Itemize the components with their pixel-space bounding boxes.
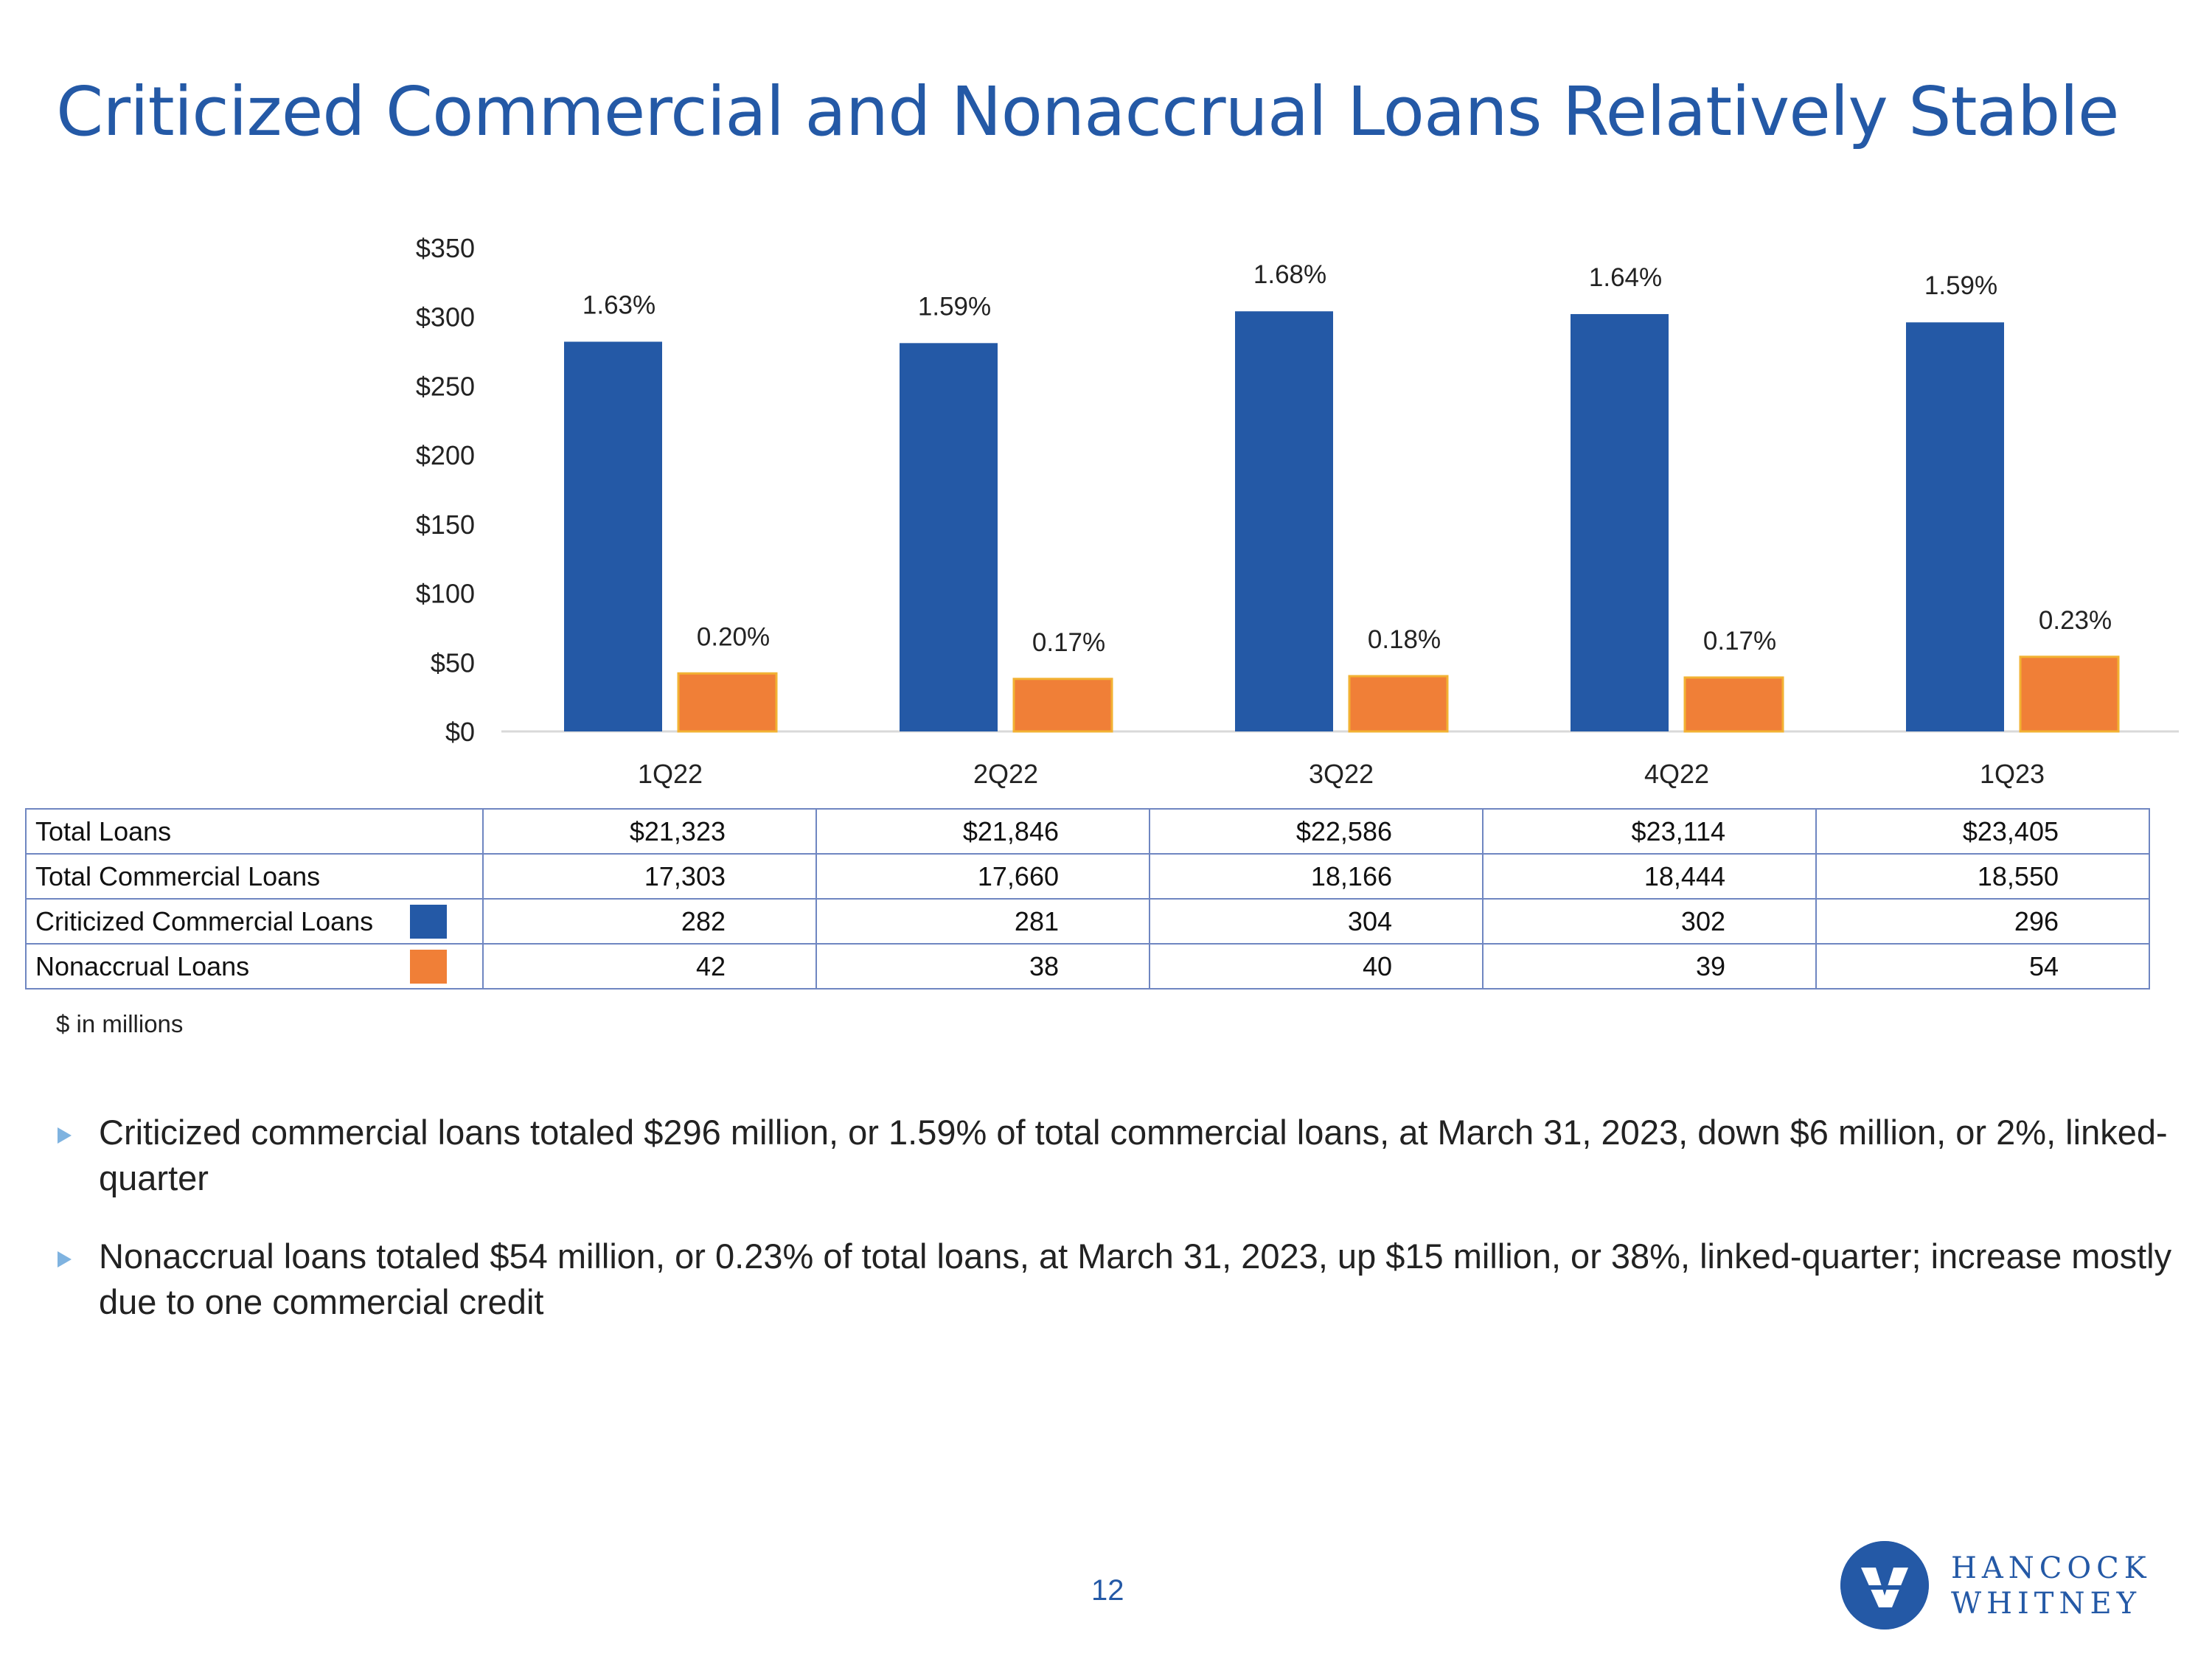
y-tick-label: $300 — [416, 302, 475, 333]
x-tick-label: 4Q22 — [1644, 759, 1709, 789]
nonaccrual-bar — [677, 672, 778, 733]
table-cell: 38 — [815, 943, 1150, 990]
triangle-bullet-icon — [58, 1127, 72, 1144]
loans-data-table: Total Loans $21,323 $21,846 $22,586 $23,… — [25, 808, 2150, 990]
data-label: 1.63% — [582, 291, 655, 319]
table-cell: 302 — [1482, 898, 1817, 945]
y-tick-label: $50 — [431, 647, 475, 678]
table-row-nonaccrual-loans: Nonaccrual Loans 42 38 40 39 54 — [25, 943, 2150, 990]
criticized-bar — [1906, 322, 2004, 731]
x-tick-label: 3Q22 — [1309, 759, 1374, 789]
bullet-text: Nonaccrual loans totaled $54 million, or… — [99, 1237, 2172, 1321]
table-row-criticized-commercial-loans: Criticized Commercial Loans 282 281 304 … — [25, 898, 2150, 945]
nonaccrual-bar — [1012, 678, 1113, 733]
table-cell: $21,846 — [815, 808, 1150, 855]
data-label: 0.18% — [1368, 625, 1441, 654]
table-cell: 281 — [815, 898, 1150, 945]
criticized-bar — [900, 343, 998, 732]
table-cell: 54 — [1815, 943, 2150, 990]
data-label: 1.68% — [1253, 260, 1326, 289]
nonaccrual-legend-swatch — [410, 950, 447, 984]
criticized-legend-swatch — [410, 905, 447, 939]
table-cell: 17,303 — [482, 853, 817, 900]
hancock-whitney-logo: HANCOCK WHITNEY — [1840, 1541, 2165, 1637]
x-tick-label: 1Q23 — [1980, 759, 2045, 789]
table-row-total-loans: Total Loans $21,323 $21,846 $22,586 $23,… — [25, 808, 2150, 855]
row-label-text: Criticized Commercial Loans — [35, 906, 374, 936]
table-cell: 296 — [1815, 898, 2150, 945]
y-tick-label: $150 — [416, 509, 475, 540]
bars: 1.63% 0.20% 1.59% 0.17% 1.68% 0.18% 1.64% 0.17%… — [564, 260, 2120, 733]
bullet-item: Nonaccrual loans totaled $54 million, or… — [56, 1234, 2194, 1325]
row-label-total-commercial-loans: Total Commercial Loans — [25, 853, 484, 900]
triangle-bullet-icon — [58, 1251, 72, 1267]
data-label: 1.59% — [918, 292, 991, 321]
data-label: 0.17% — [1703, 627, 1776, 655]
y-tick-label: $250 — [416, 371, 475, 401]
nonaccrual-bar — [1683, 676, 1784, 733]
table-cell: 40 — [1149, 943, 1484, 990]
data-label: 0.23% — [2039, 606, 2112, 635]
data-label: 1.59% — [1924, 271, 1997, 300]
data-label: 1.64% — [1589, 263, 1662, 292]
criticized-bar — [564, 341, 662, 731]
row-label-text: Nonaccrual Loans — [35, 951, 250, 981]
x-axis: 1Q22 2Q22 3Q22 4Q22 1Q23 — [638, 759, 2045, 789]
hw-logo-mark-icon — [1840, 1541, 1929, 1630]
page-number: 12 — [1091, 1574, 1124, 1607]
table-cell: 42 — [482, 943, 817, 990]
table-cell: $23,405 — [1815, 808, 2150, 855]
bullet-list: Criticized commercial loans totaled $296… — [56, 1110, 2194, 1357]
y-tick-label: $200 — [416, 440, 475, 470]
table-cell: 39 — [1482, 943, 1817, 990]
page-title: Criticized Commercial and Nonaccrual Loa… — [56, 72, 2119, 151]
table-cell: 18,444 — [1482, 853, 1817, 900]
criticized-bar — [1571, 313, 1669, 732]
table-cell: 18,166 — [1149, 853, 1484, 900]
row-label-nonaccrual-loans: Nonaccrual Loans — [25, 943, 484, 990]
x-tick-label: 1Q22 — [638, 759, 703, 789]
y-tick-label: $350 — [416, 233, 475, 263]
table-cell: 282 — [482, 898, 817, 945]
table-cell: $21,323 — [482, 808, 817, 855]
criticized-bar — [1235, 311, 1333, 731]
x-tick-label: 2Q22 — [973, 759, 1038, 789]
table-cell: 18,550 — [1815, 853, 2150, 900]
bullet-item: Criticized commercial loans totaled $296… — [56, 1110, 2194, 1201]
row-label-criticized-commercial-loans: Criticized Commercial Loans — [25, 898, 484, 945]
units-note: $ in millions — [56, 1010, 184, 1037]
loans-bar-chart: $0 $50 $100 $150 $200 $250 $300 $350 1.63% 0.20%… — [416, 233, 2179, 789]
data-label: 0.17% — [1032, 628, 1105, 657]
table-cell: $23,114 — [1482, 808, 1817, 855]
logo-text-line1: HANCOCK — [1951, 1551, 2152, 1585]
nonaccrual-bar — [1348, 675, 1449, 733]
data-label: 0.20% — [697, 622, 770, 651]
table-cell: $22,586 — [1149, 808, 1484, 855]
y-axis: $0 $50 $100 $150 $200 $250 $300 $350 — [416, 233, 475, 747]
bullet-text: Criticized commercial loans totaled $296… — [99, 1113, 2168, 1197]
nonaccrual-bar — [2019, 655, 2120, 733]
table-cell: 17,660 — [815, 853, 1150, 900]
table-cell: 304 — [1149, 898, 1484, 945]
y-tick-label: $100 — [416, 579, 475, 609]
row-label-total-loans: Total Loans — [25, 808, 484, 855]
y-tick-label: $0 — [445, 717, 475, 747]
logo-text-line2: WHITNEY — [1951, 1587, 2142, 1621]
table-row-total-commercial-loans: Total Commercial Loans 17,303 17,660 18,… — [25, 853, 2150, 900]
